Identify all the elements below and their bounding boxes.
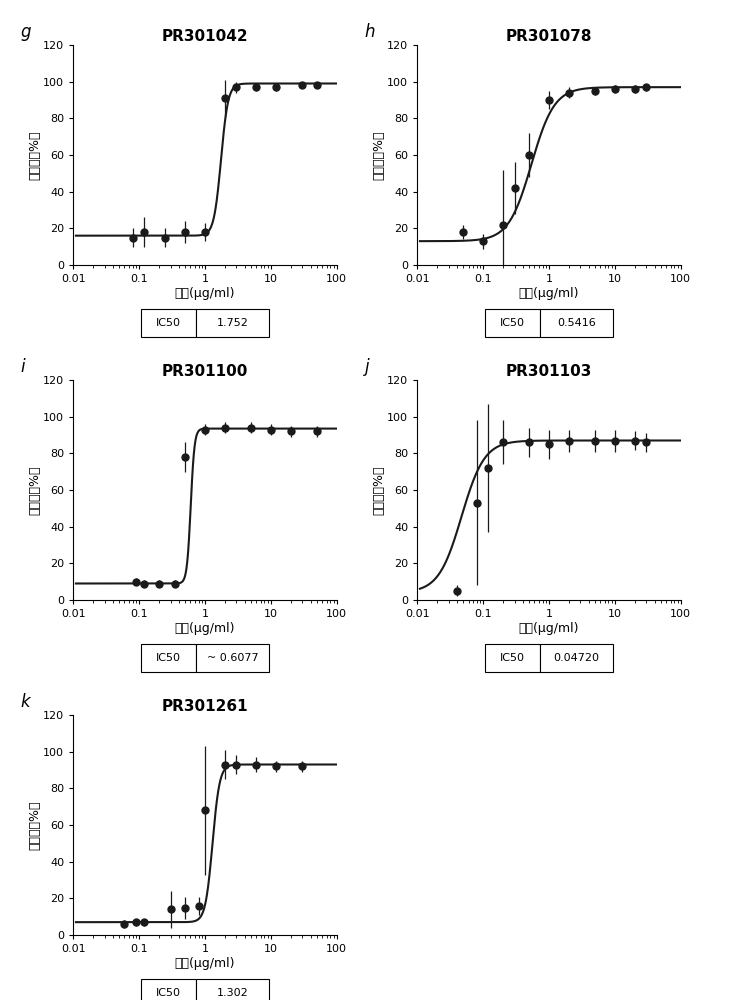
Text: IC50: IC50 xyxy=(500,318,525,328)
Text: h: h xyxy=(365,23,375,41)
Y-axis label: 抑制率（%）: 抑制率（%） xyxy=(373,130,386,180)
X-axis label: 浓度(μg/ml): 浓度(μg/ml) xyxy=(519,287,579,300)
Text: j: j xyxy=(365,358,369,376)
Text: IC50: IC50 xyxy=(500,653,525,663)
X-axis label: 浓度(μg/ml): 浓度(μg/ml) xyxy=(519,622,579,635)
Text: i: i xyxy=(20,358,25,376)
Text: k: k xyxy=(20,693,30,711)
Text: 1.302: 1.302 xyxy=(217,988,248,998)
Y-axis label: 抑制率（%）: 抑制率（%） xyxy=(29,465,42,515)
Y-axis label: 抑制率（%）: 抑制率（%） xyxy=(29,800,42,850)
X-axis label: 浓度(μg/ml): 浓度(μg/ml) xyxy=(175,957,235,970)
Title: PR301100: PR301100 xyxy=(162,364,248,379)
Title: PR301078: PR301078 xyxy=(506,29,592,44)
Title: PR301042: PR301042 xyxy=(162,29,248,44)
Text: 0.5416: 0.5416 xyxy=(557,318,596,328)
Text: IC50: IC50 xyxy=(156,988,181,998)
Text: g: g xyxy=(20,23,31,41)
Text: IC50: IC50 xyxy=(156,653,181,663)
Text: 0.04720: 0.04720 xyxy=(553,653,600,663)
Text: IC50: IC50 xyxy=(156,318,181,328)
Text: ~ 0.6077: ~ 0.6077 xyxy=(206,653,258,663)
Title: PR301103: PR301103 xyxy=(506,364,592,379)
Title: PR301261: PR301261 xyxy=(162,699,248,714)
X-axis label: 浓度(μg/ml): 浓度(μg/ml) xyxy=(175,287,235,300)
Text: 1.752: 1.752 xyxy=(217,318,248,328)
X-axis label: 浓度(μg/ml): 浓度(μg/ml) xyxy=(175,622,235,635)
Y-axis label: 抑制率（%）: 抑制率（%） xyxy=(29,130,42,180)
Y-axis label: 抑制率（%）: 抑制率（%） xyxy=(373,465,386,515)
